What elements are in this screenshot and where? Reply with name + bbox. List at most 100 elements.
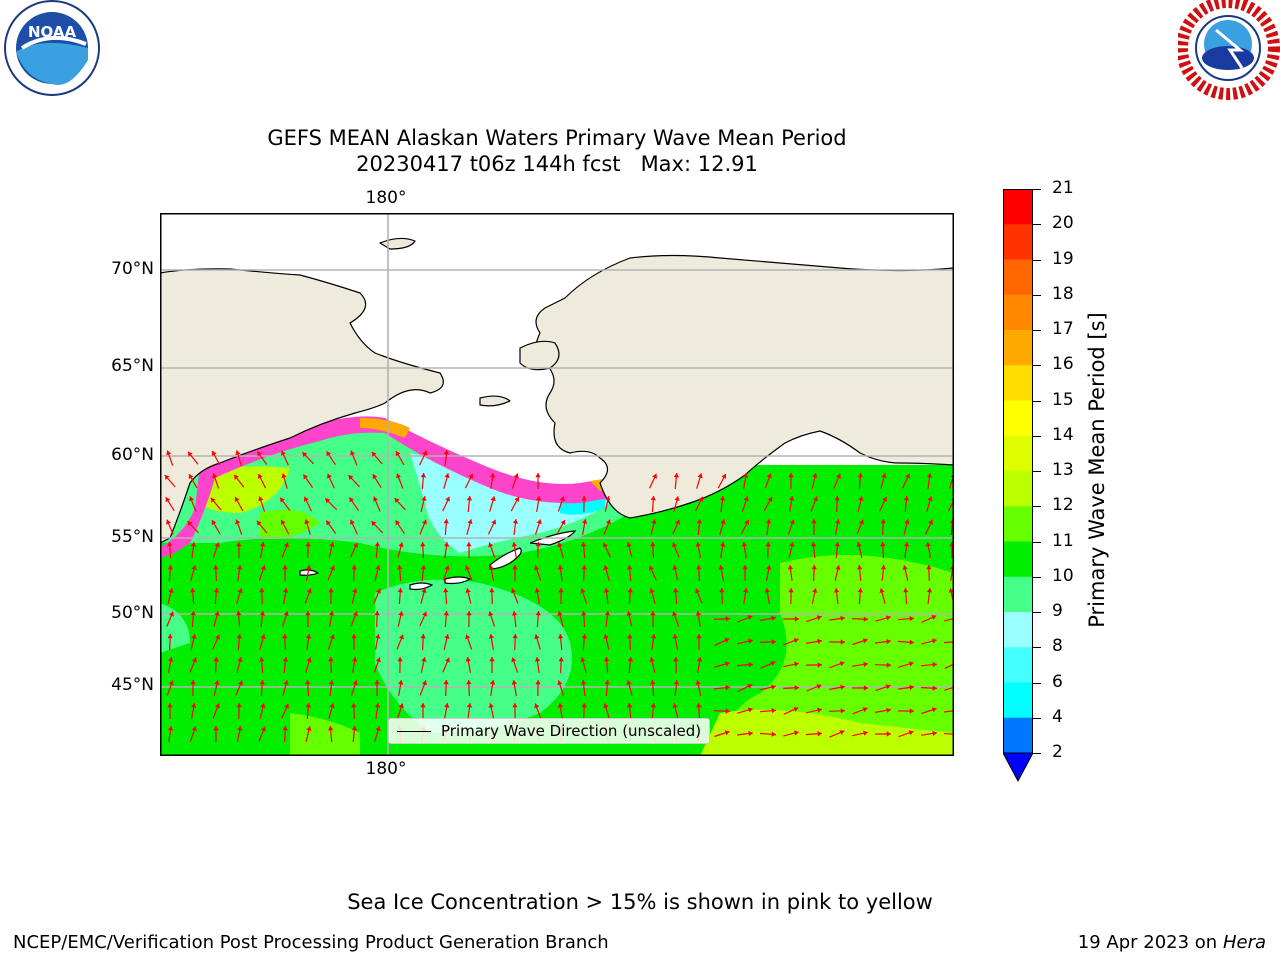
wave-arrow-head	[305, 634, 312, 639]
colorbar-tick-mark	[1033, 612, 1041, 613]
wave-arrow-head	[511, 542, 518, 547]
wave-arrow-head	[886, 638, 891, 645]
wave-arrow-head	[512, 634, 518, 639]
wave-arrow-head	[747, 684, 753, 689]
wave-arrow-head	[650, 542, 656, 547]
wave-arrow-head	[351, 703, 357, 708]
colorbar-tick-mark	[1033, 224, 1041, 226]
wave-arrow-head	[626, 680, 632, 685]
wave-arrow-head	[371, 521, 377, 527]
wave-arrow-shaft	[944, 617, 954, 622]
wave-arrow-head	[351, 657, 358, 662]
wave-arrow-head	[835, 565, 841, 570]
lon-label-top: 180°	[365, 188, 407, 208]
wave-arrow-head	[603, 703, 609, 709]
map-legend: Primary Wave Direction (unscaled)	[388, 718, 711, 744]
wave-arrow-head	[651, 519, 657, 524]
colorbar-tick-label: 11	[1052, 530, 1074, 551]
wave-arrow-head	[237, 726, 243, 731]
wave-arrow-head	[536, 519, 542, 525]
colorbar-band	[1003, 224, 1033, 260]
wave-arrow-head	[512, 703, 518, 708]
colorbar-band	[1003, 294, 1033, 331]
wave-arrow-head	[375, 657, 381, 663]
wave-arrow-head	[258, 496, 264, 502]
wave-arrow-head	[770, 661, 776, 666]
wave-arrow-head	[167, 565, 173, 570]
wave-arrow-head	[213, 726, 219, 731]
wave-arrow-head	[931, 707, 937, 713]
lat-label: 70°N	[111, 259, 154, 279]
wave-arrow-head	[817, 731, 822, 737]
wave-arrow-head	[650, 496, 656, 501]
wave-arrow-head	[794, 661, 799, 667]
wave-arrow-head	[303, 496, 309, 502]
wave-arrow-head	[909, 616, 914, 622]
wave-arrow-head	[834, 496, 840, 501]
wave-arrow-head	[282, 588, 289, 593]
wave-arrow-head	[326, 451, 332, 457]
wave-arrow-head	[350, 450, 356, 456]
graticule	[160, 213, 954, 756]
wave-arrow-head	[350, 519, 355, 525]
colorbar-band	[1003, 400, 1033, 437]
wave-arrow-head	[489, 473, 496, 478]
wave-arrow-head	[862, 638, 868, 644]
wave-arrow-head	[191, 634, 197, 639]
colorbar-tick-mark	[1033, 647, 1041, 649]
wave-arrow-head	[834, 542, 840, 547]
map-subtitle: 20230417 t06z 144h fcst Max: 12.91	[356, 152, 758, 176]
wave-arrow-head	[466, 680, 472, 685]
wave-arrow-shaft	[943, 733, 954, 735]
colorbar-tick-label: 16	[1052, 354, 1074, 375]
wave-arrow-head	[604, 611, 611, 616]
wave-arrow-head	[581, 634, 587, 639]
wave-arrow-head	[237, 588, 243, 594]
wave-arrow-head	[421, 680, 427, 686]
wave-arrow-head	[603, 565, 609, 571]
wave-arrow-head	[376, 588, 381, 594]
wave-arrow-head	[512, 519, 519, 524]
wave-arrow-head	[488, 703, 494, 708]
wave-arrow-head	[557, 611, 563, 616]
wave-arrow-head	[398, 634, 404, 640]
wave-arrow-head	[863, 616, 868, 622]
wave-arrow-head	[581, 565, 587, 570]
colorbar-extend-arrow	[1002, 752, 1034, 783]
wave-arrow-head	[557, 565, 564, 570]
wave-arrow-head	[764, 588, 770, 593]
colorbar-band	[1003, 541, 1033, 578]
wave-arrow-head	[306, 726, 312, 731]
wave-arrow-head	[303, 474, 308, 480]
wave-arrow-head	[908, 661, 914, 667]
wave-arrow-head	[931, 615, 937, 620]
wave-arrow-head	[580, 657, 586, 663]
wave-arrow-head	[697, 473, 703, 479]
colorbar-tick-label: 8	[1052, 636, 1063, 657]
wave-arrow-head	[766, 473, 772, 479]
colorbar-tick-mark	[1033, 330, 1041, 331]
wave-arrow-head	[512, 565, 518, 570]
colorbar-tick-mark	[1033, 365, 1041, 367]
wave-arrow-head	[305, 680, 311, 685]
colorbar-tick-label: 13	[1052, 460, 1074, 480]
wave-arrow-head	[166, 519, 171, 525]
wave-arrow-head	[164, 475, 170, 480]
lat-label: 50°N	[111, 603, 154, 623]
lat-label: 60°N	[111, 445, 154, 465]
wave-arrow-head	[236, 611, 242, 616]
wave-arrow-head	[444, 565, 450, 571]
wave-arrow-head	[488, 611, 494, 617]
colorbar-tick-mark	[1033, 259, 1041, 261]
wave-arrow-head	[672, 565, 678, 570]
colorbar-band	[1003, 717, 1033, 754]
wave-arrow-head	[373, 496, 378, 502]
wave-arrow-head	[816, 684, 822, 690]
wave-arrow-head	[581, 703, 587, 708]
wave-arrow-head	[351, 565, 357, 570]
wave-arrow-head	[857, 565, 863, 570]
wave-arrow-head	[259, 680, 265, 685]
lat-label: 45°N	[111, 675, 154, 695]
wave-arrow-head	[582, 519, 588, 524]
wave-arrow-head	[190, 611, 196, 616]
